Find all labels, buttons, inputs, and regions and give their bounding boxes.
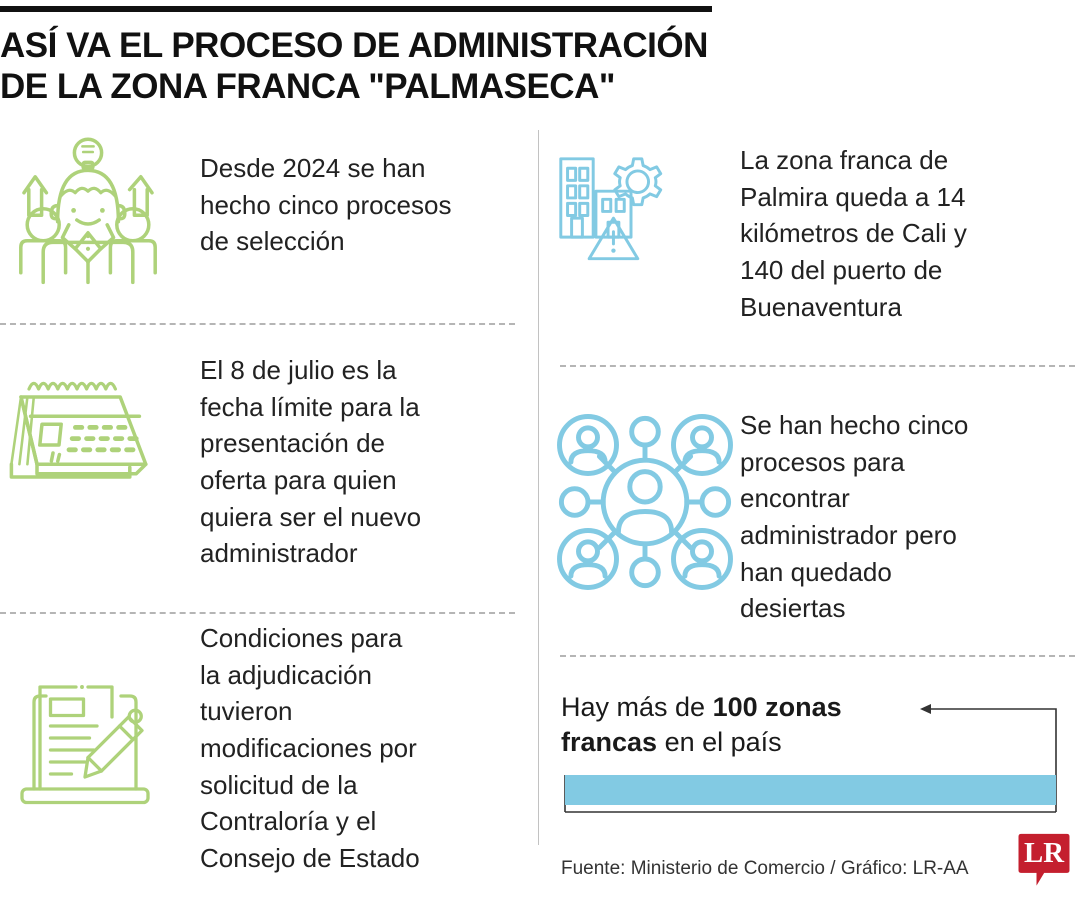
svg-text:LR: LR bbox=[1024, 837, 1065, 869]
